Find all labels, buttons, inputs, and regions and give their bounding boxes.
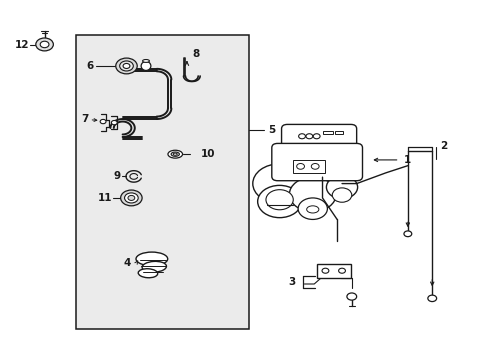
Bar bbox=[334, 131, 342, 134]
Ellipse shape bbox=[138, 269, 157, 278]
Text: 3: 3 bbox=[287, 277, 295, 287]
Bar bbox=[293, 160, 325, 173]
Circle shape bbox=[257, 185, 301, 218]
Ellipse shape bbox=[141, 62, 151, 71]
Text: 11: 11 bbox=[98, 193, 113, 203]
Circle shape bbox=[252, 164, 306, 203]
Text: 1: 1 bbox=[403, 155, 410, 165]
Ellipse shape bbox=[173, 153, 177, 155]
Circle shape bbox=[121, 190, 142, 206]
Circle shape bbox=[124, 193, 138, 203]
Text: 8: 8 bbox=[192, 49, 199, 59]
Circle shape bbox=[338, 268, 345, 273]
Circle shape bbox=[326, 176, 357, 199]
Circle shape bbox=[322, 268, 328, 273]
Bar bbox=[322, 131, 332, 134]
Circle shape bbox=[289, 177, 335, 212]
Circle shape bbox=[346, 293, 356, 300]
Circle shape bbox=[331, 188, 351, 202]
Text: 7: 7 bbox=[81, 114, 88, 124]
Circle shape bbox=[403, 231, 411, 237]
Circle shape bbox=[298, 134, 305, 139]
Circle shape bbox=[36, 38, 53, 51]
Circle shape bbox=[313, 134, 320, 139]
Circle shape bbox=[296, 163, 304, 169]
Circle shape bbox=[116, 58, 137, 74]
Text: 10: 10 bbox=[200, 149, 215, 159]
Ellipse shape bbox=[136, 252, 167, 266]
Ellipse shape bbox=[142, 261, 166, 272]
Circle shape bbox=[111, 121, 117, 125]
Text: 9: 9 bbox=[113, 171, 120, 181]
FancyBboxPatch shape bbox=[281, 125, 356, 160]
Circle shape bbox=[298, 198, 327, 220]
Text: 6: 6 bbox=[86, 61, 94, 71]
Ellipse shape bbox=[167, 150, 182, 158]
Text: 2: 2 bbox=[440, 141, 447, 151]
Circle shape bbox=[120, 61, 133, 71]
Circle shape bbox=[311, 163, 319, 169]
Circle shape bbox=[128, 195, 135, 201]
Text: 4: 4 bbox=[124, 258, 131, 268]
Circle shape bbox=[123, 63, 130, 68]
Bar bbox=[76, 35, 249, 329]
FancyBboxPatch shape bbox=[271, 143, 362, 181]
Circle shape bbox=[265, 190, 293, 210]
Bar bbox=[316, 264, 350, 278]
Circle shape bbox=[427, 295, 436, 302]
Ellipse shape bbox=[142, 59, 149, 62]
Ellipse shape bbox=[171, 152, 179, 156]
Text: 12: 12 bbox=[15, 40, 29, 50]
Text: 5: 5 bbox=[268, 125, 275, 135]
Circle shape bbox=[40, 41, 49, 48]
Ellipse shape bbox=[306, 206, 318, 213]
Circle shape bbox=[100, 120, 106, 124]
Circle shape bbox=[305, 134, 312, 139]
